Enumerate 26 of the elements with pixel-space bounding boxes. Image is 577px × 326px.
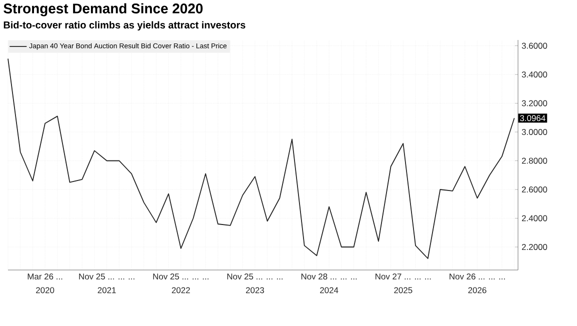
data-label: 3.0964 <box>520 115 546 122</box>
text: 2022 <box>172 287 190 294</box>
text: 2021 <box>98 287 116 294</box>
text: 2026 <box>468 287 486 294</box>
text: 2023 <box>246 287 264 294</box>
y-tick-label: 2.6000 <box>522 186 548 192</box>
y-tick-label: 3.4000 <box>522 72 548 78</box>
x-tick-label: Nov 25 ... ... ... <box>79 274 134 280</box>
y-tick-label: 2.2000 <box>522 244 548 250</box>
y-tick-label: 3.0000 <box>522 129 548 135</box>
x-tick-label: Nov 27 ... ... ... <box>376 274 431 280</box>
x-tick-label: Nov 25 ... ... ... <box>227 274 283 280</box>
y-tick-label: 3.2000 <box>522 100 548 106</box>
y-tick-label: 2.8000 <box>522 158 548 164</box>
chart-subtitle: Bid-to-cover ratio climbs as yields attract investors <box>4 21 246 30</box>
x-tick-label: Nov 26 ... ... ... <box>450 274 505 280</box>
text: 2024 <box>320 287 338 294</box>
y-tick-label: 2.4000 <box>522 215 548 222</box>
x-tick-label: Mar 26 ... <box>28 274 62 280</box>
line-series <box>8 58 515 259</box>
text: 2025 <box>394 287 412 294</box>
text: 2020 <box>36 287 54 294</box>
y-tick-label: 3.6000 <box>522 42 548 49</box>
chart-title: Strongest Demand Since 2020 <box>4 3 203 16</box>
x-tick-label: Nov 28 ... ... ... <box>301 274 357 280</box>
x-tick-label: Nov 25 ... ... ... <box>153 274 208 280</box>
